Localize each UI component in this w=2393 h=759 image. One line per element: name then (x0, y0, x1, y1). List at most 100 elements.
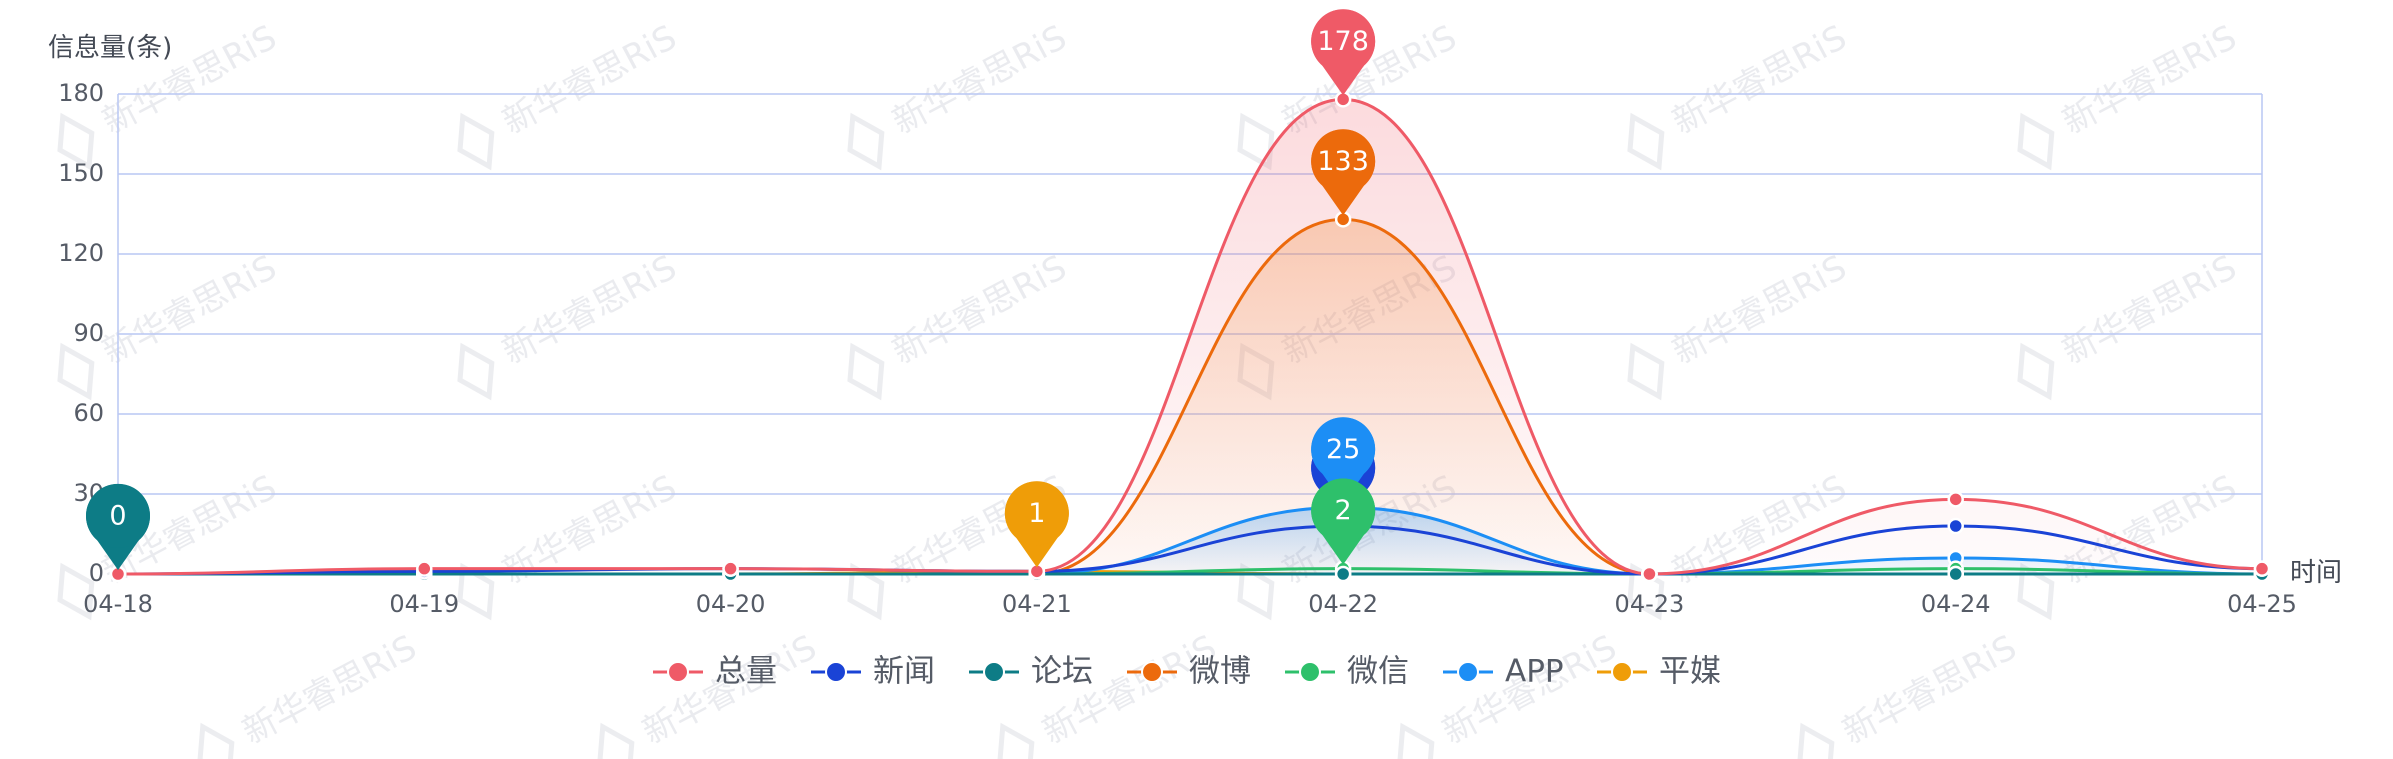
watermark-logo (1627, 562, 1665, 621)
legend-label: 微信 (1347, 654, 1409, 690)
legend-label: APP (1505, 654, 1564, 690)
watermark-logo (1627, 342, 1665, 401)
watermark-logo (1237, 112, 1275, 171)
y-axis-title: 信息量(条) (48, 33, 172, 63)
watermark: 新华睿思RiS (457, 18, 683, 171)
legend-marker (983, 661, 1005, 683)
legend-item-新闻: 新闻 (811, 654, 935, 690)
legend-label: 新闻 (873, 654, 935, 690)
watermark-logo (457, 342, 495, 401)
data-point-论坛 (1947, 565, 1964, 583)
x-tick-label: 04-25 (2227, 590, 2297, 618)
watermark: 新华睿思RiS (597, 628, 823, 759)
legend-label: 微博 (1189, 654, 1251, 690)
legend-marker (1141, 661, 1163, 683)
watermark-logo (2017, 112, 2055, 171)
legend-item-论坛: 论坛 (969, 654, 1093, 690)
watermark-logo (1627, 112, 1665, 171)
pin-head (1311, 9, 1376, 74)
y-tick-label: 60 (73, 399, 104, 427)
legend-label: 论坛 (1031, 654, 1093, 690)
legend-marker (667, 661, 689, 683)
data-point-总量 (2253, 560, 2271, 577)
pin-label: 133 (1317, 146, 1369, 177)
watermark-logo (597, 722, 635, 759)
legend-item-微信: 微信 (1285, 654, 1409, 690)
data-point-总量 (416, 560, 433, 577)
data-point-论坛 (1334, 565, 1352, 583)
watermark: 新华睿思RiS (1627, 248, 1853, 401)
x-tick-label: 04-24 (1921, 590, 1991, 618)
watermark-text: 新华睿思RiS (886, 18, 1073, 143)
legend-marker (1611, 661, 1633, 683)
watermark-text: 新华睿思RiS (1036, 628, 1223, 753)
x-tick-label: 04-19 (389, 590, 459, 618)
watermark-text: 新华睿思RiS (496, 248, 683, 373)
y-tick-label: 0 (89, 559, 104, 587)
x-tick-label: 04-23 (1615, 590, 1685, 618)
watermark-text: 新华睿思RiS (1436, 628, 1623, 753)
watermark: 新华睿思RiS (1797, 628, 2023, 759)
legend-label: 总量 (715, 654, 777, 690)
pin-label: 25 (1326, 434, 1360, 465)
x-axis-ticks: 04-18 04-19 04-20 04-21 04-22 04-23 04-24 04-25 (83, 574, 2297, 618)
watermark-logo (847, 562, 885, 621)
watermark-logo (1237, 562, 1275, 621)
watermark-text: 新华睿思RiS (636, 628, 823, 753)
watermark: 新华睿思RiS (997, 628, 1223, 759)
legend-label: 平媒 (1659, 654, 1721, 690)
watermark-text: 新华睿思RiS (496, 18, 683, 143)
watermark-text: 新华睿思RiS (886, 248, 1073, 373)
series-line-新闻 (117, 524, 2263, 576)
y-tick-label: 180 (58, 79, 104, 107)
marker-pin-平媒: 1 (1004, 481, 1069, 568)
pin-label: 178 (1317, 26, 1369, 57)
pin-head (1311, 129, 1376, 194)
legend-item-APP: APP (1443, 654, 1564, 690)
watermark: 新华睿思RiS (2017, 18, 2243, 171)
data-point-新闻 (1947, 517, 1964, 535)
legend-item-总量: 总量 (653, 654, 777, 690)
x-tick-label: 04-18 (83, 590, 153, 618)
watermark-logo (847, 342, 885, 401)
watermark-logo (997, 722, 1035, 759)
marker-pins: 178 133 25 2 0 1 (86, 9, 1376, 570)
watermark-text: 新华睿思RiS (2056, 248, 2243, 373)
watermark: 新华睿思RiS (1627, 18, 1853, 171)
watermark-text: 新华睿思RiS (2056, 18, 2243, 143)
watermark-layer: 新华睿思RiS 新华睿思RiS 新华睿思RiS 新华睿思RiS 新华睿思RiS 新华睿思R… (57, 18, 2243, 759)
x-axis-title: 时间 (2290, 558, 2342, 588)
watermark: 新华睿思RiS (457, 468, 683, 621)
watermark: 新华睿思RiS (2017, 248, 2243, 401)
legend-marker (825, 661, 847, 683)
pin-label: 2 (1335, 495, 1352, 526)
legend-marker (1457, 661, 1479, 683)
watermark-logo (2017, 342, 2055, 401)
marker-pin-总量: 178 (1311, 9, 1376, 96)
watermark-logo (2017, 562, 2055, 621)
pin-label: 0 (109, 501, 126, 532)
pin-label: 1 (1028, 498, 1045, 529)
watermark-text: 新华睿思RiS (96, 248, 283, 373)
pin-head (1004, 481, 1069, 546)
watermark-logo (1397, 722, 1435, 759)
data-point-总量 (722, 560, 739, 577)
watermark-logo (847, 112, 885, 171)
legend-item-微博: 微博 (1127, 654, 1251, 690)
watermark: 新华睿思RiS (847, 248, 1073, 401)
watermark-logo (57, 112, 95, 171)
watermark-logo (57, 342, 95, 401)
x-tick-label: 04-21 (1002, 590, 1072, 618)
y-tick-label: 120 (58, 239, 104, 267)
watermark-logo (457, 562, 495, 621)
legend-item-平媒: 平媒 (1597, 654, 1721, 690)
pin-head (1311, 478, 1376, 543)
y-tick-label: 90 (73, 319, 104, 347)
legend-marker (1299, 661, 1321, 683)
watermark: 新华睿思RiS (1397, 628, 1623, 759)
marker-pin-微信: 2 (1311, 478, 1376, 565)
watermark: 新华睿思RiS (197, 628, 423, 759)
watermark-logo (1797, 722, 1835, 759)
